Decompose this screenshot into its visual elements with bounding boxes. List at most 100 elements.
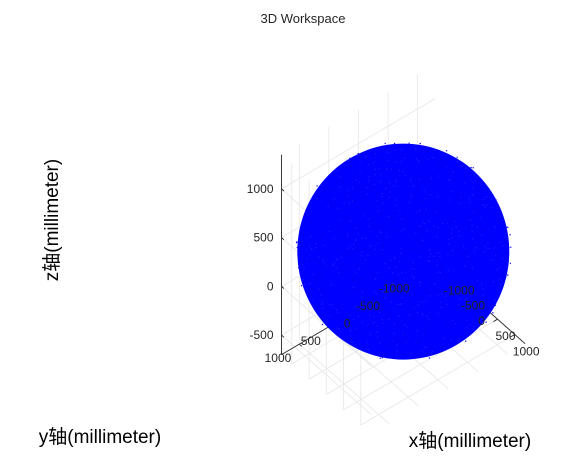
data-point [496, 268, 498, 271]
data-point [373, 291, 375, 293]
data-point [350, 342, 352, 344]
data-point [477, 175, 479, 177]
data-point [492, 194, 494, 196]
data-point [474, 255, 476, 257]
data-point [415, 341, 417, 344]
data-point [402, 155, 404, 157]
data-point [393, 185, 395, 187]
data-point [374, 322, 376, 324]
data-point [437, 195, 439, 198]
data-point [484, 309, 486, 311]
data-point [345, 270, 347, 272]
data-point [371, 224, 373, 226]
data-point [398, 146, 401, 148]
data-point [378, 311, 381, 314]
data-point [420, 356, 422, 358]
data-point [325, 188, 328, 190]
data-point [343, 264, 345, 266]
data-point [315, 243, 317, 245]
data-point [490, 279, 492, 281]
data-point [337, 267, 339, 270]
grid-line [281, 286, 372, 367]
data-point [456, 285, 458, 288]
data-point [506, 239, 508, 241]
data-point [304, 283, 306, 286]
x-tick-label: 0 [478, 314, 485, 328]
data-point [491, 198, 493, 201]
data-point [370, 189, 372, 192]
data-point [352, 341, 354, 343]
data-point [361, 321, 364, 323]
data-point [469, 324, 471, 326]
data-point [344, 323, 346, 325]
data-point [470, 179, 472, 181]
data-point [359, 288, 361, 290]
data-point [416, 226, 419, 229]
data-point [320, 294, 322, 296]
data-point [382, 291, 384, 293]
data-point [499, 284, 501, 286]
data-point [425, 214, 427, 216]
data-point [322, 244, 324, 247]
data-point [431, 256, 433, 258]
data-point [356, 249, 358, 251]
data-point [433, 255, 435, 257]
data-point [304, 221, 306, 223]
data-point [357, 263, 360, 265]
data-point [303, 271, 306, 274]
data-point [428, 249, 431, 252]
data-point [495, 252, 497, 254]
data-point [374, 248, 376, 251]
data-point [462, 166, 465, 168]
data-point [403, 282, 405, 284]
data-point [431, 286, 433, 288]
data-point [359, 161, 361, 163]
data-point [359, 210, 361, 212]
data-point [397, 304, 399, 307]
data-point [458, 195, 460, 197]
data-point [404, 292, 406, 294]
data-point [427, 209, 430, 211]
data-point [386, 184, 388, 186]
data-point [400, 247, 402, 249]
data-point [382, 235, 384, 237]
data-point [458, 338, 461, 340]
data-point [342, 179, 345, 181]
data-point [356, 237, 358, 240]
data-point [425, 288, 427, 290]
data-point [395, 358, 398, 360]
data-point [396, 341, 398, 343]
data-point [398, 315, 400, 317]
data-point [355, 239, 357, 241]
data-point [323, 232, 325, 235]
data-point [393, 283, 395, 285]
data-point [447, 253, 449, 256]
data-point [442, 222, 444, 224]
data-point [415, 231, 417, 233]
data-point [364, 156, 367, 158]
data-point [418, 281, 421, 283]
data-point [381, 319, 383, 321]
data-point [471, 194, 473, 196]
data-point [508, 247, 510, 249]
data-point [441, 293, 443, 295]
data-point [375, 318, 377, 321]
sphere-fill [297, 143, 510, 360]
data-point [430, 193, 432, 196]
data-point [312, 291, 315, 293]
data-point [333, 198, 335, 200]
data-point [372, 192, 374, 194]
data-point [474, 315, 476, 317]
data-point [391, 285, 393, 287]
data-point [351, 187, 353, 189]
data-point [379, 314, 381, 317]
data-point [479, 315, 481, 318]
data-point [401, 218, 403, 220]
data-point [382, 308, 384, 310]
data-point [404, 270, 406, 273]
data-point [339, 308, 341, 310]
data-point [466, 319, 468, 321]
data-point [338, 326, 341, 329]
data-point [410, 268, 413, 270]
data-point [335, 309, 338, 311]
